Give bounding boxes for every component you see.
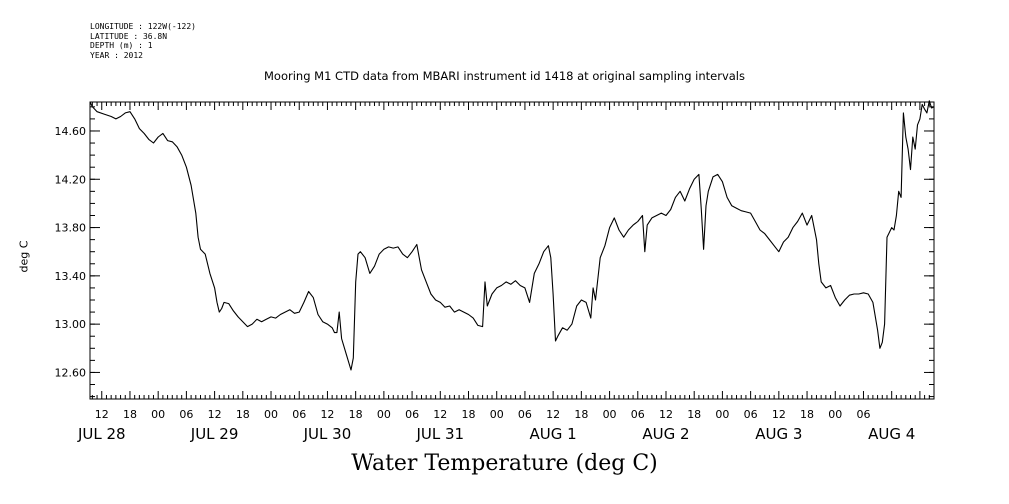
x-hour-tick-label: 18 [574,408,588,421]
chart-title: Mooring M1 CTD data from MBARI instrumen… [264,69,745,83]
x-hour-tick-label: 00 [603,408,617,421]
x-hour-tick-label: 12 [208,408,222,421]
axes [89,101,935,400]
x-hour-tick-label: 18 [123,408,137,421]
series-line-0 [89,100,935,371]
x-hour-tick-label: 00 [828,408,842,421]
x-hour-tick-label: 00 [151,408,165,421]
header-metadata: LONGITUDE : 122W(-122) LATITUDE : 36.8N … [90,22,196,60]
x-hour-tick-label: 18 [687,408,701,421]
y-tick-label: 13.40 [55,270,87,283]
x-hour-tick-label: 00 [377,408,391,421]
x-hour-tick-label: 18 [462,408,476,421]
x-hour-tick-label: 06 [179,408,193,421]
x-axis-label: Water Temperature (deg C) [351,451,658,476]
y-axis-label: deg C [17,240,31,273]
meta-year: YEAR : 2012 [90,50,143,60]
x-hour-tick-label: 06 [744,408,758,421]
plot-frame [89,101,935,400]
x-day-label: JUL 31 [415,425,464,443]
series-layer [89,100,935,371]
y-tick-label: 13.00 [55,318,87,331]
y-tick-label: 14.20 [55,173,87,186]
x-day-label: AUG 4 [868,425,915,443]
x-day-label: AUG 1 [530,425,577,443]
x-hour-tick-label: 18 [236,408,250,421]
meta-latitude: LATITUDE : 36.8N [90,31,168,41]
x-hour-tick-label: 06 [518,408,532,421]
tick-labels: 12.60 13.00 13.40 13.80 14.20 14.60 12 18 00 06 12… [55,125,916,443]
x-day-label: JUL 29 [190,425,239,443]
x-day-label: AUG 2 [642,425,689,443]
y-tick-label: 14.60 [55,125,87,138]
x-hour-tick-label: 18 [800,408,814,421]
x-hour-tick-label: 12 [320,408,334,421]
x-hour-tick-label: 12 [659,408,673,421]
x-hour-tick-label: 12 [433,408,447,421]
x-day-label: JUL 28 [77,425,126,443]
x-hour-tick-label: 00 [490,408,504,421]
x-day-label: AUG 3 [755,425,802,443]
x-day-label: JUL 30 [303,425,352,443]
x-hour-tick-label: 00 [264,408,278,421]
x-hour-tick-label: 06 [292,408,306,421]
y-tick-label: 13.80 [55,222,87,235]
axis-ticks [90,102,935,399]
x-hour-tick-label: 12 [546,408,560,421]
x-hour-tick-label: 12 [772,408,786,421]
x-hour-tick-label: 06 [631,408,645,421]
meta-longitude: LONGITUDE : 122W(-122) [90,22,196,31]
x-hour-tick-label: 18 [349,408,363,421]
x-hour-tick-label: 00 [715,408,729,421]
x-hour-tick-label: 06 [405,408,419,421]
x-hour-tick-label: 12 [95,408,109,421]
x-hour-tick-label: 06 [856,408,870,421]
meta-depth: DEPTH (m) : 1 [90,41,153,50]
y-tick-label: 12.60 [55,366,87,379]
